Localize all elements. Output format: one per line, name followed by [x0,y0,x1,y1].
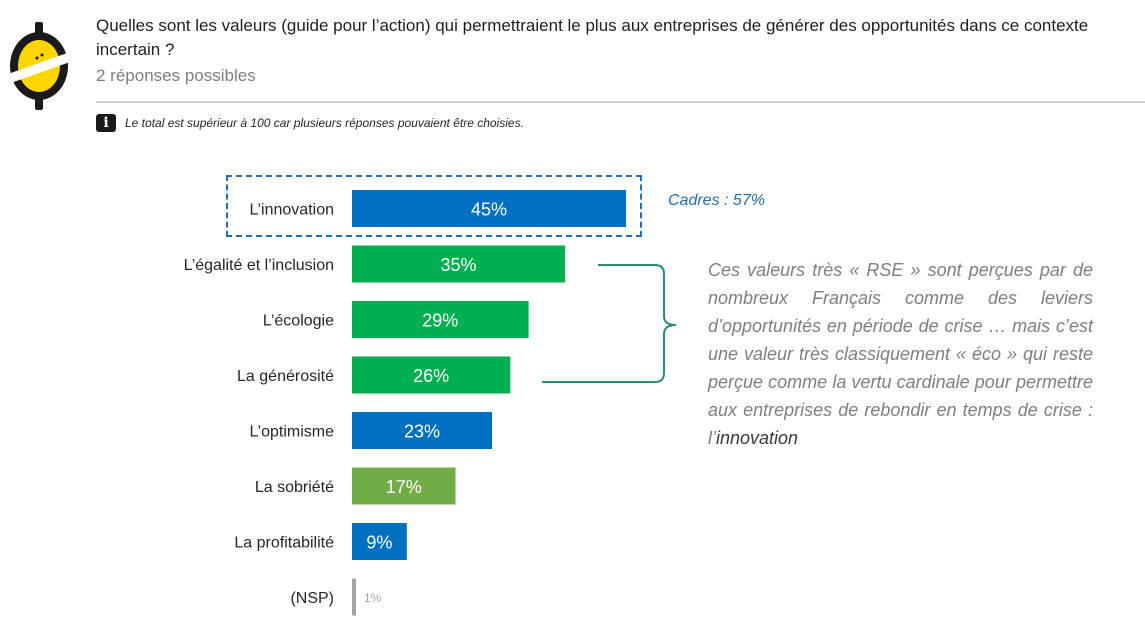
category-label: L’optimisme [250,424,335,441]
commentary-text: Ces valeurs très « RSE » sont perçues pa… [708,260,1093,448]
category-label: L’écologie [263,313,334,330]
value-label: 23% [404,422,440,442]
value-label: 29% [422,311,458,331]
question-title: Quelles sont les valeurs (guide pour l’a… [96,16,1089,59]
info-icon: i [96,114,116,132]
grouping-bracket [542,264,677,383]
category-label: La profitabilité [234,535,334,552]
bar [352,245,566,283]
value-label: 1% [364,591,382,605]
category-label: L’innovation [249,202,334,219]
value-label: 45% [471,200,507,220]
bar [352,412,493,449]
brand-logo [8,22,70,110]
bar [352,578,356,616]
category-label: (NSP) [290,590,334,607]
category-label: L’égalité et l’inclusion [184,257,334,274]
footnote: Le total est supérieur à 100 car plusieu… [125,116,524,130]
value-label: 26% [413,366,449,386]
value-label: 9% [366,533,392,553]
innovation-highlight-box [226,175,642,237]
bar [352,523,407,560]
commentary: Ces valeurs très « RSE » sont perçues pa… [708,256,1093,452]
commentary-emphasis: innovation [716,428,799,448]
question-subtitle: 2 réponses possibles [96,66,256,85]
bar [352,467,456,505]
bar [352,190,626,227]
header-divider [96,101,1145,103]
bar [352,356,511,394]
category-label: La sobriété [255,479,334,496]
value-label: 35% [441,255,477,275]
value-label: 17% [386,477,422,497]
category-label: La générosité [237,368,334,385]
bar [352,301,529,338]
cadres-callout: Cadres : 57% [668,192,765,209]
